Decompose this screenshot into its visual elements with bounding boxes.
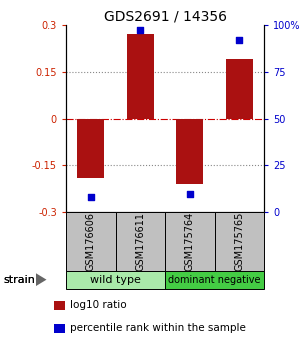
Point — [138, 28, 143, 33]
Bar — [77, 119, 104, 178]
Bar — [226, 59, 253, 119]
Text: GSM176606: GSM176606 — [86, 212, 96, 271]
Text: GSM175765: GSM175765 — [234, 212, 244, 271]
Text: strain: strain — [3, 275, 35, 285]
Text: strain: strain — [3, 275, 35, 285]
Text: percentile rank within the sample: percentile rank within the sample — [70, 323, 246, 333]
Text: GSM176611: GSM176611 — [135, 212, 145, 271]
Title: GDS2691 / 14356: GDS2691 / 14356 — [103, 10, 226, 24]
Polygon shape — [36, 273, 46, 286]
Bar — [127, 34, 154, 119]
Text: wild type: wild type — [90, 275, 141, 285]
Bar — [176, 119, 203, 184]
Point — [88, 195, 93, 200]
Point — [187, 191, 192, 196]
Text: dominant negative: dominant negative — [168, 275, 261, 285]
Point — [237, 37, 242, 42]
Text: log10 ratio: log10 ratio — [70, 300, 127, 310]
Text: GSM175764: GSM175764 — [185, 212, 195, 271]
